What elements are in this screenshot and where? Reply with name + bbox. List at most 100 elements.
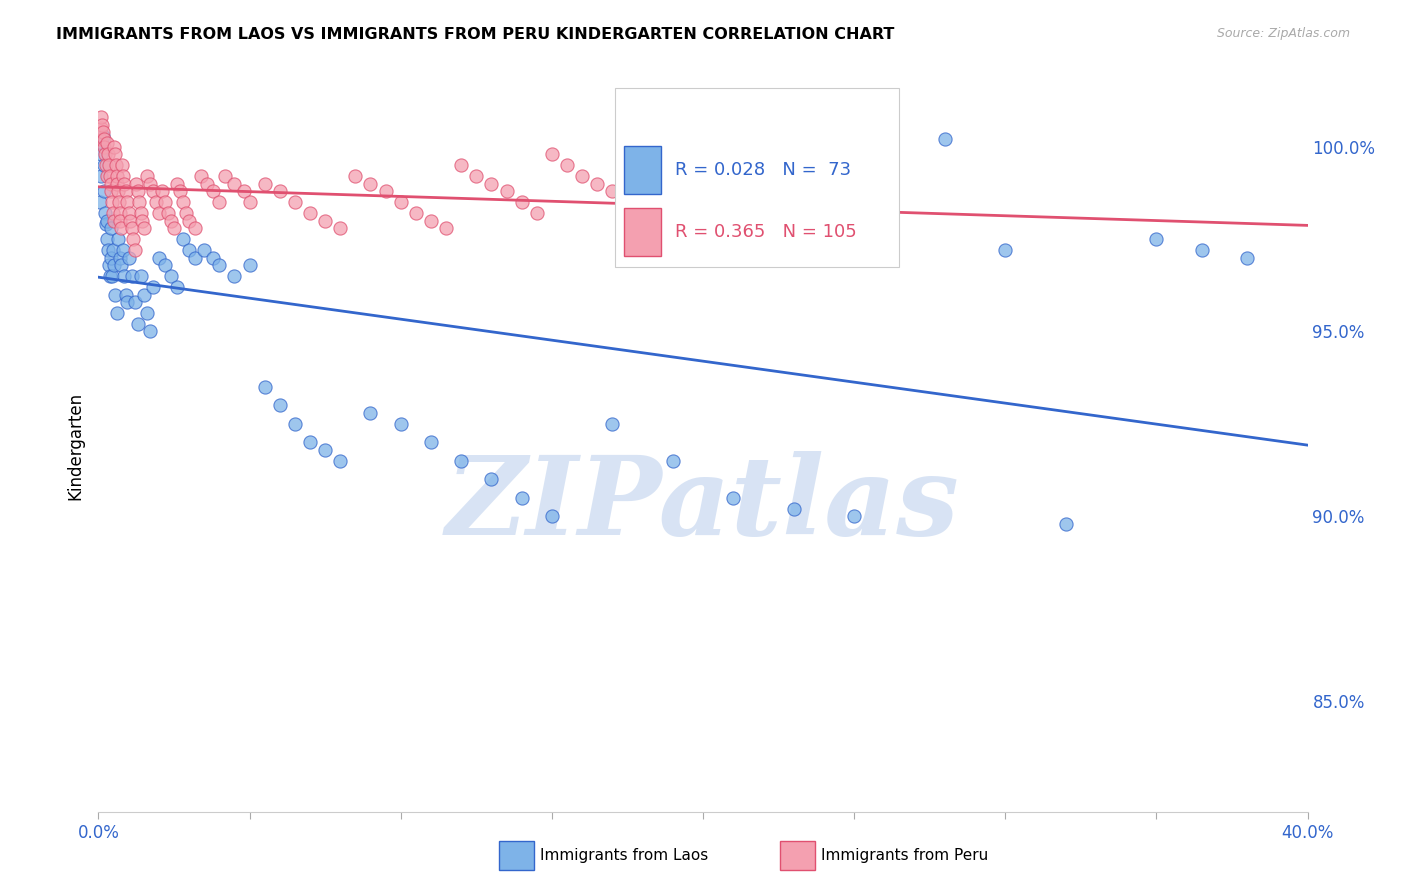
Point <box>118 206 141 220</box>
Point <box>602 184 624 198</box>
FancyBboxPatch shape <box>624 146 661 194</box>
Point <box>91 128 114 143</box>
Point <box>128 195 150 210</box>
Point <box>269 184 291 198</box>
Point <box>202 251 225 265</box>
Point <box>602 417 624 431</box>
Point <box>100 221 122 235</box>
Point <box>101 268 124 283</box>
Point <box>195 177 218 191</box>
Point <box>139 325 162 339</box>
Point <box>122 232 145 246</box>
Y-axis label: Kindergarten: Kindergarten <box>66 392 84 500</box>
Point <box>112 268 135 283</box>
Point <box>314 442 336 457</box>
Point <box>434 221 457 235</box>
Point <box>190 169 212 184</box>
Text: Source: ZipAtlas.com: Source: ZipAtlas.com <box>1216 27 1350 40</box>
Point <box>111 158 134 172</box>
Point <box>94 147 117 161</box>
Point <box>91 125 114 139</box>
Point <box>314 213 336 227</box>
Point <box>114 184 136 198</box>
Point <box>108 195 131 210</box>
Point <box>374 184 396 198</box>
Point <box>172 232 194 246</box>
Point <box>844 509 866 524</box>
Point <box>93 158 115 172</box>
Point <box>98 258 121 272</box>
Point <box>526 206 548 220</box>
Point <box>450 454 472 468</box>
Point <box>139 177 162 191</box>
Point <box>124 244 146 258</box>
Point <box>1054 516 1077 531</box>
Point <box>360 177 382 191</box>
Point <box>360 406 382 420</box>
Point <box>112 177 135 191</box>
Point <box>115 195 138 210</box>
Text: R = 0.365   N = 105: R = 0.365 N = 105 <box>675 223 856 241</box>
Point <box>101 206 124 220</box>
Point <box>163 221 186 235</box>
Point <box>253 380 276 394</box>
Point <box>97 244 120 258</box>
Point <box>142 184 165 198</box>
Point <box>389 195 412 210</box>
Point <box>96 232 118 246</box>
Point <box>111 244 134 258</box>
Point <box>90 147 112 161</box>
Point <box>450 158 472 172</box>
Point <box>96 169 118 184</box>
Point <box>101 195 124 210</box>
Point <box>89 195 111 210</box>
Point <box>98 158 121 172</box>
Point <box>344 169 367 184</box>
Point <box>934 132 956 146</box>
Point <box>125 177 148 191</box>
Point <box>91 136 114 150</box>
Point <box>100 251 122 265</box>
Text: IMMIGRANTS FROM LAOS VS IMMIGRANTS FROM PERU KINDERGARTEN CORRELATION CHART: IMMIGRANTS FROM LAOS VS IMMIGRANTS FROM … <box>56 27 894 42</box>
Point <box>93 132 115 146</box>
Point <box>1146 232 1168 246</box>
FancyBboxPatch shape <box>614 87 898 267</box>
Point <box>465 169 488 184</box>
Point <box>299 435 322 450</box>
Point <box>571 169 593 184</box>
Point <box>100 184 122 198</box>
Point <box>142 280 165 294</box>
Point <box>111 169 134 184</box>
Point <box>121 221 143 235</box>
Point <box>420 213 443 227</box>
Point <box>174 206 197 220</box>
Point <box>329 454 352 468</box>
Point <box>104 147 127 161</box>
Point <box>132 287 155 301</box>
Point <box>150 184 173 198</box>
Point <box>481 177 503 191</box>
Point <box>94 206 117 220</box>
Point <box>98 268 121 283</box>
Text: R = 0.028   N =  73: R = 0.028 N = 73 <box>675 161 851 179</box>
Point <box>676 169 699 184</box>
Point <box>100 177 122 191</box>
Point <box>420 435 443 450</box>
Point <box>118 251 141 265</box>
Point <box>707 184 730 198</box>
Point <box>101 244 124 258</box>
Point <box>89 132 111 146</box>
Point <box>202 184 225 198</box>
Point <box>124 294 146 309</box>
Point <box>108 206 131 220</box>
Point <box>108 251 131 265</box>
Point <box>179 244 201 258</box>
Point <box>129 206 152 220</box>
Point <box>96 136 118 150</box>
Point <box>107 232 129 246</box>
Point <box>90 169 112 184</box>
Point <box>169 184 191 198</box>
Point <box>299 206 322 220</box>
Text: ZIPatlas: ZIPatlas <box>446 450 960 558</box>
Point <box>783 232 806 246</box>
